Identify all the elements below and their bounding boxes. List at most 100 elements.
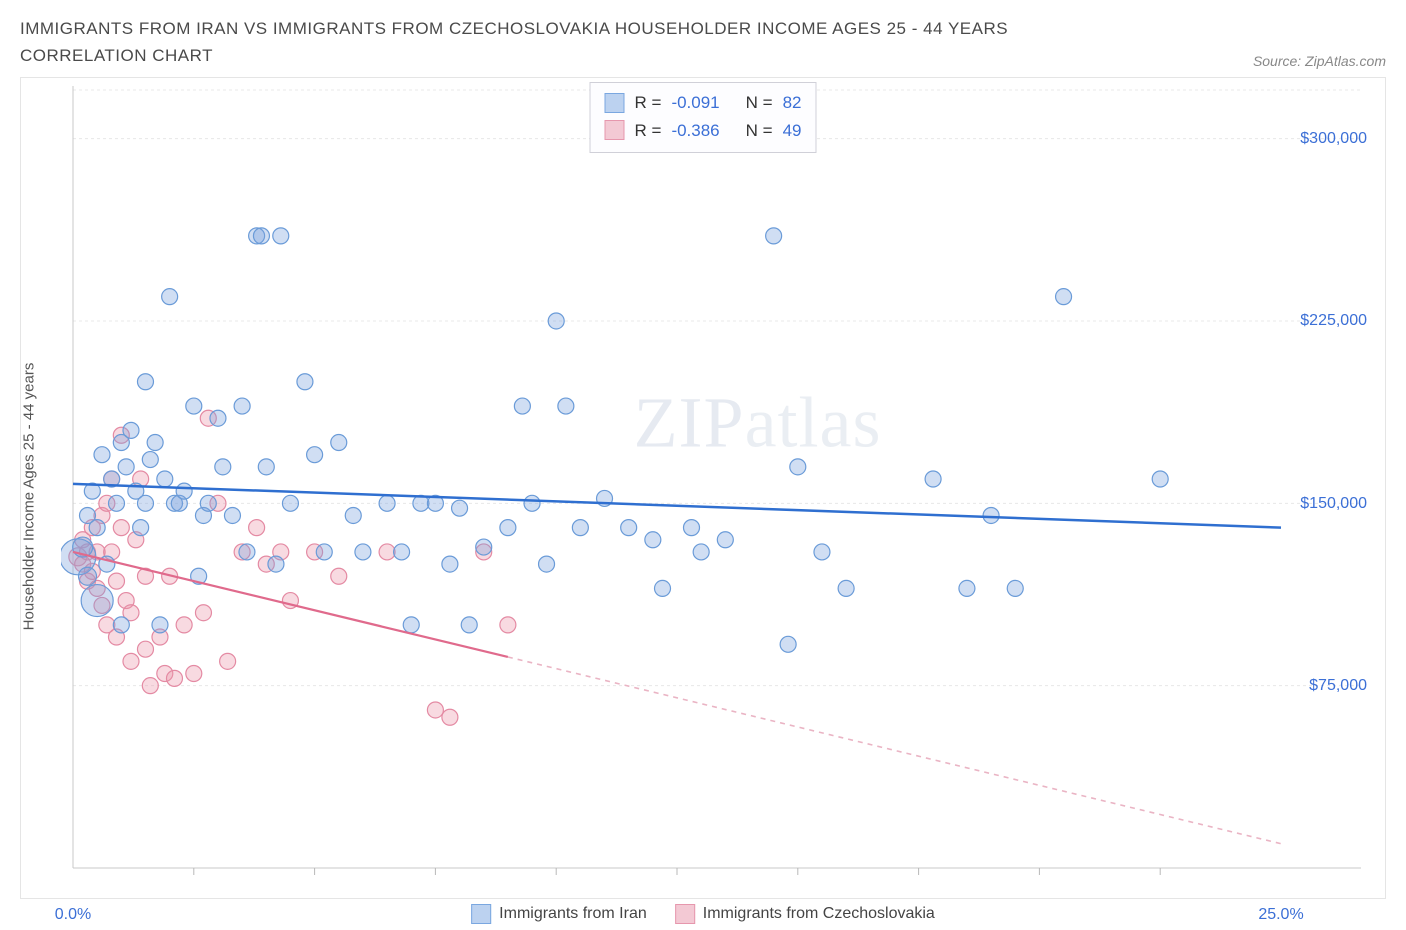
data-point-czech (123, 654, 139, 670)
series-legend-label: Immigrants from Iran (499, 905, 647, 923)
data-point-iran (200, 496, 216, 512)
data-point-iran (355, 544, 371, 560)
data-point-iran (186, 398, 202, 414)
data-point-iran (253, 228, 269, 244)
data-point-iran (524, 496, 540, 512)
data-point-czech (379, 544, 395, 560)
chart-title: IMMIGRANTS FROM IRAN VS IMMIGRANTS FROM … (20, 15, 1140, 69)
series-legend: Immigrants from Iran Immigrants from Cze… (471, 904, 935, 924)
data-point-iran (683, 520, 699, 536)
stat-r-value: -0.091 (671, 89, 719, 116)
data-point-czech (113, 520, 129, 536)
data-point-iran (345, 508, 361, 524)
data-point-iran (78, 568, 96, 586)
data-point-czech (142, 678, 158, 694)
data-point-iran (1056, 289, 1072, 305)
legend-swatch (675, 904, 695, 924)
series-legend-label: Immigrants from Czechoslovakia (703, 905, 935, 923)
data-point-iran (548, 313, 564, 329)
stat-r-value: -0.386 (671, 117, 719, 144)
data-point-iran (307, 447, 323, 463)
data-point-iran (500, 520, 516, 536)
stat-n-value: 82 (783, 89, 802, 116)
data-point-iran (137, 374, 153, 390)
data-point-iran (959, 581, 975, 597)
data-point-iran (142, 452, 158, 468)
data-point-iran (147, 435, 163, 451)
data-point-iran (137, 496, 153, 512)
data-point-iran (379, 496, 395, 512)
data-point-czech (166, 671, 182, 687)
data-point-iran (780, 637, 796, 653)
data-point-iran (215, 459, 231, 475)
data-point-iran (133, 520, 149, 536)
data-point-iran (239, 544, 255, 560)
data-point-iran (273, 228, 289, 244)
series-legend-item: Immigrants from Iran (471, 904, 647, 924)
data-point-czech (176, 617, 192, 633)
source-label: Source: ZipAtlas.com (1253, 53, 1386, 69)
data-point-iran (94, 447, 110, 463)
data-point-iran (766, 228, 782, 244)
data-point-czech (331, 569, 347, 585)
stats-legend: R = -0.091 N = 82 R = -0.386 N = 49 (590, 82, 817, 152)
data-point-iran (838, 581, 854, 597)
data-point-czech (442, 710, 458, 726)
data-point-iran (476, 539, 492, 555)
data-point-iran (452, 501, 468, 517)
chart-container: Householder Income Ages 25 - 44 years ZI… (20, 77, 1386, 899)
data-point-iran (717, 532, 733, 548)
data-point-iran (621, 520, 637, 536)
data-point-iran (1007, 581, 1023, 597)
data-point-iran (558, 398, 574, 414)
data-point-iran (316, 544, 332, 560)
data-point-iran (539, 556, 555, 572)
data-point-czech (195, 605, 211, 621)
data-point-iran (693, 544, 709, 560)
y-tick-label: $75,000 (1309, 677, 1367, 695)
data-point-czech (137, 642, 153, 658)
data-point-iran (645, 532, 661, 548)
trendline-czech-dashed (508, 657, 1281, 844)
data-point-iran (152, 617, 168, 633)
data-point-czech (220, 654, 236, 670)
data-point-iran (403, 617, 419, 633)
data-point-czech (500, 617, 516, 633)
legend-swatch (471, 904, 491, 924)
data-point-iran (572, 520, 588, 536)
data-point-iran (394, 544, 410, 560)
data-point-iran (790, 459, 806, 475)
stat-n-label: N = (746, 89, 773, 116)
x-tick-label: 25.0% (1258, 906, 1303, 924)
legend-swatch (605, 93, 625, 113)
data-point-iran (925, 471, 941, 487)
data-point-iran (461, 617, 477, 633)
x-tick-label: 0.0% (55, 906, 91, 924)
data-point-iran (297, 374, 313, 390)
stat-r-label: R = (635, 117, 662, 144)
data-point-iran (234, 398, 250, 414)
data-point-iran (113, 617, 129, 633)
scatter-plot (61, 78, 1381, 898)
data-point-iran (108, 496, 124, 512)
data-point-iran (118, 459, 134, 475)
data-point-iran (210, 411, 226, 427)
legend-swatch (605, 120, 625, 140)
data-point-iran (258, 459, 274, 475)
data-point-iran (157, 471, 173, 487)
data-point-iran (514, 398, 530, 414)
data-point-iran (814, 544, 830, 560)
stat-r-label: R = (635, 89, 662, 116)
y-tick-label: $300,000 (1300, 130, 1367, 148)
stats-row: R = -0.386 N = 49 (605, 117, 802, 144)
data-point-iran (176, 484, 192, 500)
data-point-czech (427, 702, 443, 718)
stat-n-value: 49 (783, 117, 802, 144)
stats-row: R = -0.091 N = 82 (605, 89, 802, 116)
data-point-iran (282, 496, 298, 512)
data-point-iran (331, 435, 347, 451)
y-axis-label: Householder Income Ages 25 - 44 years (21, 363, 38, 631)
data-point-iran (1152, 471, 1168, 487)
data-point-iran (81, 585, 113, 617)
data-point-czech (108, 573, 124, 589)
